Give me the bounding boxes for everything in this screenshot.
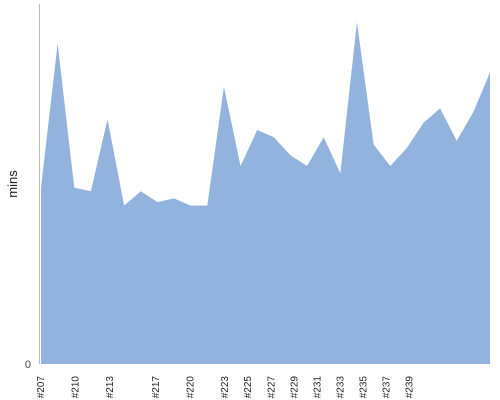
x-tick-label: #217 <box>151 376 162 399</box>
x-tick-label: #213 <box>105 376 116 399</box>
x-tick-label: #231 <box>312 376 323 399</box>
x-tick-label: #225 <box>243 376 254 399</box>
x-tick-label: #207 <box>36 376 47 399</box>
x-tick-label: #239 <box>404 376 415 399</box>
x-tick-label: #235 <box>358 376 369 399</box>
x-tick-label: #237 <box>381 376 392 399</box>
y-axis-title: mins <box>5 170 20 198</box>
x-tick-label: #233 <box>335 376 346 399</box>
plot-area <box>41 22 490 364</box>
area-series <box>41 22 490 364</box>
y-tick-label: 0 <box>25 359 31 371</box>
x-tick-label: #227 <box>266 376 277 399</box>
x-tick-label: #220 <box>186 376 197 399</box>
x-tick-labels: #207 #210 #213 #217 #220 #223 #225 #227 #229 #231… <box>36 376 415 399</box>
x-tick-label: #210 <box>71 376 82 399</box>
x-tick-label: #229 <box>289 376 300 399</box>
x-tick-label: #223 <box>220 376 231 399</box>
